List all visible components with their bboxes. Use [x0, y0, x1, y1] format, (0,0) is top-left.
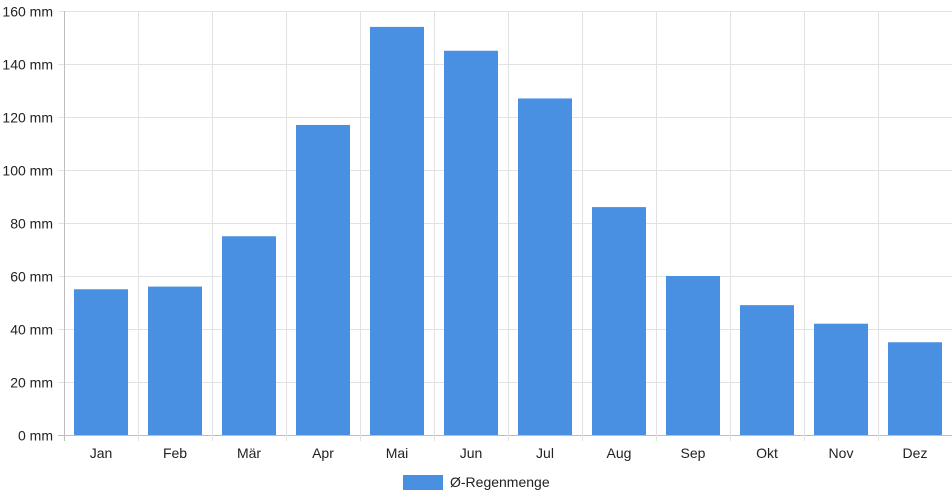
x-tick-label: Apr [312, 445, 334, 461]
x-tick-label: Okt [756, 445, 778, 461]
bar-mai [370, 26, 424, 436]
y-tick-label: 20 mm [10, 375, 53, 391]
x-tick-label: Nov [829, 445, 854, 461]
bar-apr [296, 124, 350, 435]
legend-label: Ø-Regenmenge [450, 474, 550, 490]
bars-layer [74, 26, 942, 436]
bar-jun [444, 50, 498, 435]
bar-jul [518, 98, 572, 435]
y-axis: 0 mm 20 mm 40 mm 60 mm 80 mm 100 mm 120 mm 140 … [2, 4, 53, 444]
legend-swatch [403, 475, 443, 490]
y-tick-label: 80 mm [10, 216, 53, 232]
x-tick-label: Feb [163, 445, 187, 461]
bar-sep [666, 276, 720, 435]
x-tick-label: Mai [386, 445, 409, 461]
y-tick-label: 140 mm [2, 57, 53, 73]
y-tick-label: 60 mm [10, 269, 53, 285]
y-tick-label: 160 mm [2, 4, 53, 20]
grid-layer [58, 11, 952, 441]
y-tick-label: 40 mm [10, 322, 53, 338]
y-tick-label: 100 mm [2, 163, 53, 179]
bar-aug [592, 207, 646, 435]
bar-mär [222, 236, 276, 435]
x-tick-label: Mär [237, 445, 261, 461]
bar-feb [148, 286, 202, 435]
x-tick-label: Jul [536, 445, 554, 461]
x-tick-label: Sep [681, 445, 706, 461]
bar-dez [888, 342, 942, 435]
bar-jan [74, 289, 128, 435]
x-tick-label: Jun [460, 445, 483, 461]
legend[interactable]: Ø-Regenmenge [403, 474, 550, 490]
x-tick-label: Aug [607, 445, 632, 461]
y-tick-label: 0 mm [18, 428, 53, 444]
bar-okt [740, 305, 794, 435]
bar-nov [814, 323, 868, 435]
x-axis: Jan Feb Mär Apr Mai Jun Jul Aug Sep Okt Nov Dez [90, 445, 928, 461]
y-tick-label: 120 mm [2, 110, 53, 126]
x-tick-label: Dez [903, 445, 928, 461]
x-tick-label: Jan [90, 445, 113, 461]
